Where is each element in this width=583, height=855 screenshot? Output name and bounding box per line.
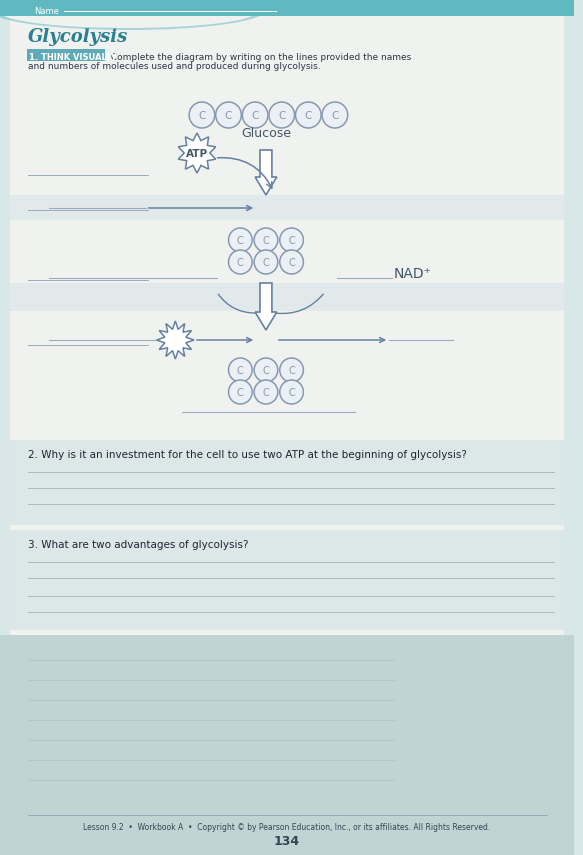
Text: C: C — [288, 258, 295, 268]
Circle shape — [280, 250, 303, 274]
Text: Glycolysis: Glycolysis — [27, 28, 128, 46]
Circle shape — [322, 102, 347, 128]
Circle shape — [254, 358, 278, 382]
Text: Complete the diagram by writing on the lines provided the names: Complete the diagram by writing on the l… — [108, 53, 412, 62]
Text: C: C — [262, 388, 269, 398]
Text: C: C — [262, 236, 269, 246]
Text: 1. THINK VISUALLY: 1. THINK VISUALLY — [29, 53, 117, 62]
Circle shape — [243, 102, 268, 128]
Circle shape — [229, 358, 252, 382]
Text: C: C — [288, 388, 295, 398]
FancyArrowPatch shape — [217, 157, 272, 188]
Bar — [10, 283, 564, 311]
Text: C: C — [237, 236, 244, 246]
Circle shape — [296, 102, 321, 128]
Circle shape — [254, 380, 278, 404]
Circle shape — [254, 250, 278, 274]
FancyArrowPatch shape — [218, 294, 255, 313]
Text: C: C — [237, 388, 244, 398]
Text: C: C — [278, 111, 286, 121]
Bar — [10, 530, 564, 630]
Ellipse shape — [0, 0, 256, 28]
Polygon shape — [157, 321, 194, 359]
Text: C: C — [331, 111, 339, 121]
Circle shape — [280, 358, 303, 382]
Circle shape — [216, 102, 241, 128]
Text: C: C — [288, 236, 295, 246]
Bar — [0, 0, 574, 16]
Polygon shape — [255, 283, 277, 330]
Circle shape — [280, 228, 303, 252]
Polygon shape — [178, 133, 216, 173]
Text: C: C — [262, 366, 269, 376]
Text: C: C — [237, 258, 244, 268]
Ellipse shape — [0, 0, 266, 30]
Circle shape — [254, 228, 278, 252]
Text: NAD⁺: NAD⁺ — [394, 267, 432, 281]
Circle shape — [229, 228, 252, 252]
Polygon shape — [255, 150, 277, 195]
Text: and numbers of molecules used and produced during glycolysis.: and numbers of molecules used and produc… — [27, 62, 320, 71]
Text: C: C — [225, 111, 232, 121]
Circle shape — [280, 380, 303, 404]
Text: 134: 134 — [273, 835, 300, 848]
Text: C: C — [304, 111, 312, 121]
Circle shape — [189, 102, 215, 128]
Text: Glucose: Glucose — [241, 127, 291, 140]
Circle shape — [229, 380, 252, 404]
FancyBboxPatch shape — [27, 50, 105, 62]
Circle shape — [269, 102, 294, 128]
Bar — [10, 195, 564, 220]
Text: Lesson 9.2  •  Workbook A  •  Copyright © by Pearson Education, Inc., or its aff: Lesson 9.2 • Workbook A • Copyright © by… — [83, 823, 490, 832]
Bar — [0, 635, 574, 855]
Text: C: C — [198, 111, 206, 121]
Text: C: C — [262, 258, 269, 268]
Text: ATP: ATP — [186, 149, 208, 159]
Bar — [10, 440, 564, 525]
Circle shape — [229, 250, 252, 274]
Text: 2. Why is it an investment for the cell to use two ATP at the beginning of glyco: 2. Why is it an investment for the cell … — [27, 450, 466, 460]
Text: C: C — [288, 366, 295, 376]
FancyArrowPatch shape — [276, 294, 324, 314]
Text: Name: Name — [34, 7, 59, 15]
Text: 3. What are two advantages of glycolysis?: 3. What are two advantages of glycolysis… — [27, 540, 248, 550]
Text: C: C — [251, 111, 259, 121]
Text: C: C — [237, 366, 244, 376]
